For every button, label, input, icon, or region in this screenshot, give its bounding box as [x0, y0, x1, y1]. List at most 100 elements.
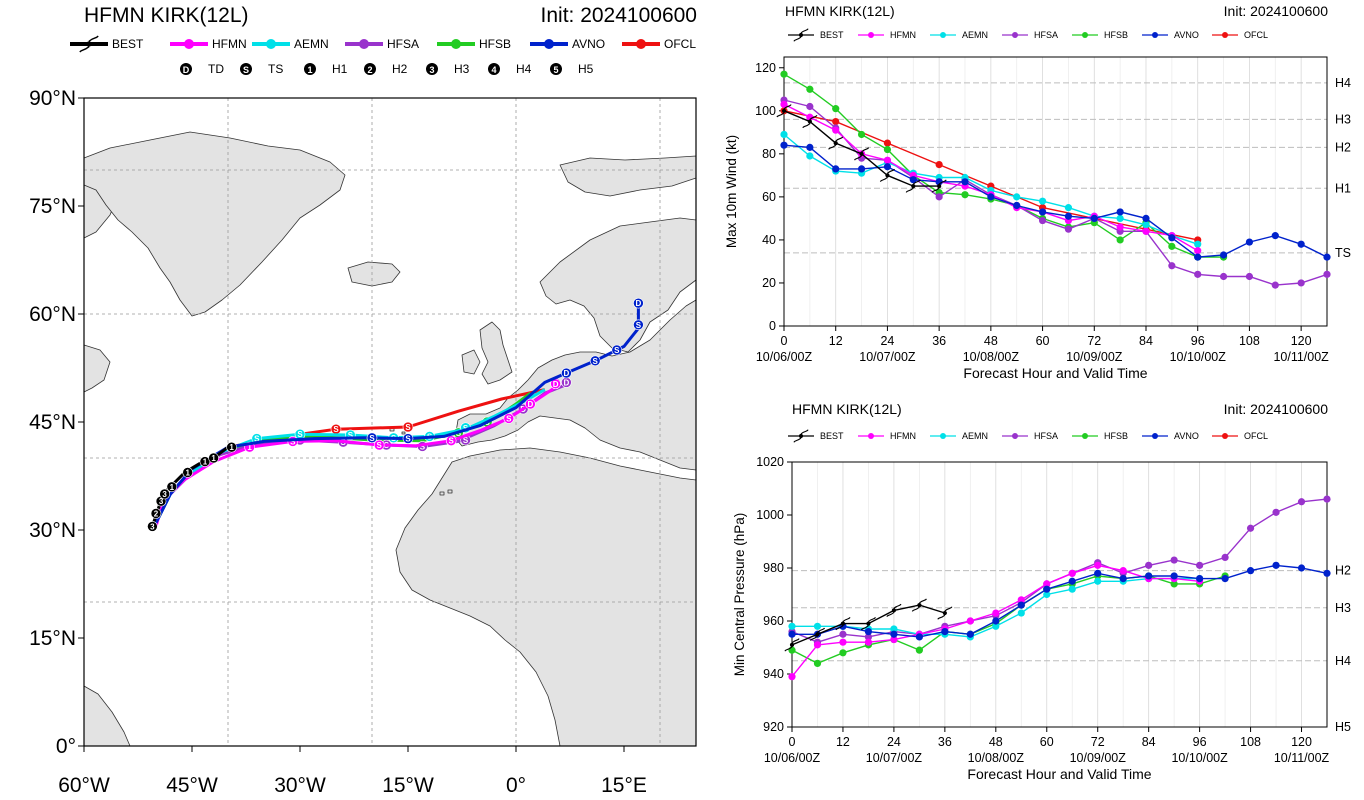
chart-legend-label: AVNO — [1174, 431, 1199, 441]
data-point — [832, 126, 840, 134]
data-point — [1094, 561, 1102, 569]
y-tick-label: 960 — [763, 614, 784, 628]
data-point — [883, 139, 892, 147]
data-point — [992, 609, 1000, 617]
x-date-label: 10/06/00Z — [764, 751, 821, 765]
data-point — [839, 649, 847, 657]
x-tick-label: 0 — [781, 334, 788, 348]
wind-chart-title: HFMN KIRK(12L) — [785, 3, 895, 19]
data-point — [1064, 225, 1073, 233]
y-tick-label: 1020 — [756, 455, 784, 469]
x-tick-label: 96 — [1191, 334, 1205, 348]
data-point — [780, 100, 788, 108]
category-reference-label: H2 — [1335, 140, 1351, 154]
best-track-hurricane-icon — [79, 35, 99, 53]
data-point — [780, 70, 788, 78]
data-point — [839, 630, 847, 638]
track-category-marker — [182, 467, 193, 478]
data-point — [864, 638, 873, 646]
data-point — [1038, 208, 1047, 216]
data-point — [883, 145, 892, 154]
data-point — [1116, 214, 1124, 222]
x-tick-label: 12 — [836, 735, 850, 749]
legend-marker-icon — [868, 32, 874, 38]
legend-marker-icon — [1082, 433, 1088, 439]
y-tick-label: 0 — [769, 319, 776, 333]
y-tick-label: 120 — [755, 61, 776, 75]
track-category-text: 1 — [203, 458, 208, 467]
legend-marker-icon — [266, 39, 276, 49]
data-point — [961, 191, 969, 199]
y-tick-label: 20 — [762, 276, 776, 290]
map-legend-item-aemn: AEMN — [252, 37, 329, 51]
data-point — [788, 622, 796, 630]
track-category-text: S — [506, 414, 512, 423]
ireland-land — [461, 349, 481, 375]
track-map-panel: HFMN KIRK(12L) Init: 2024100600 BEST HFMN… — [29, 4, 697, 797]
data-point — [1142, 227, 1150, 235]
category-symbol-icon — [550, 63, 562, 75]
data-point — [1017, 596, 1025, 604]
data-point — [832, 117, 840, 126]
map-init-label: Init: 2024100600 — [541, 4, 697, 27]
series-avno — [788, 561, 1331, 641]
data-point — [966, 617, 974, 625]
track-category-marker — [633, 297, 644, 309]
track-category-marker — [402, 433, 414, 444]
lon-tick-label: 45°W — [166, 774, 218, 797]
chart-legend-label: BEST — [820, 431, 844, 441]
legend-marker-icon — [940, 32, 946, 38]
track-category-text: 1 — [247, 443, 252, 452]
data-point — [1068, 577, 1076, 585]
canary-islands — [439, 489, 453, 496]
chart-legend-label: AVNO — [1174, 30, 1199, 40]
data-point — [1297, 279, 1305, 287]
wind-chart-panel: HFMN KIRK(12L) Init: 2024100600 BEST HFMN… — [724, 3, 1351, 381]
chart-legend-label: HFSB — [1104, 30, 1128, 40]
data-point — [839, 638, 847, 646]
data-point — [1323, 495, 1331, 503]
track-category-text: 1 — [229, 443, 234, 452]
legend-marker-icon — [544, 39, 554, 49]
x-date-label: 10/09/00Z — [1070, 751, 1127, 765]
map-axis-labels: 90°N 75°N 60°N 45°N 30°N 15°N 0° 60°W 45°W 30°W 15… — [29, 87, 647, 797]
chart-legend-item-hfmn: HFMN — [858, 431, 916, 441]
category-reference-label: H3 — [1335, 112, 1351, 126]
x-tick-label: 108 — [1240, 735, 1261, 749]
track-category-marker — [503, 413, 515, 424]
best-track-point-icon — [784, 638, 800, 652]
lon-tick-label: 15°W — [382, 774, 434, 797]
data-point — [1170, 556, 1178, 564]
forecast-tracks: SSSSSSSSSDDDSSSSSS1SSSSDDSSDSSSD32331111… — [147, 297, 644, 532]
track-category-text: 1 — [170, 483, 175, 492]
track-category-text: S — [463, 436, 469, 445]
series-hfsa — [780, 96, 1331, 289]
data-point — [806, 143, 814, 151]
map-legend-item-hfsa: HFSA — [345, 37, 419, 51]
data-point — [1013, 201, 1021, 210]
map-legend-item-hfsb: HFSB — [437, 37, 511, 51]
chart-legend-item-hfsb: HFSB — [1072, 431, 1128, 441]
data-point — [864, 628, 873, 636]
plot-frame — [791, 461, 1328, 728]
map-legend-item-avno: AVNO — [530, 37, 605, 51]
data-point — [1219, 251, 1228, 259]
map-legend-label: AVNO — [572, 37, 605, 51]
chart-legend-label: OFCL — [1244, 431, 1268, 441]
chart-legend-item-hfsb: HFSB — [1072, 30, 1128, 40]
category-symbol-icon — [240, 63, 252, 75]
y-axis-title: Max 10m Wind (kt) — [724, 135, 739, 248]
data-point — [1323, 270, 1331, 278]
track-category-text: 3 — [159, 497, 164, 506]
data-point — [1038, 197, 1047, 205]
data-point — [1119, 575, 1127, 583]
map-legend-item-hfmn: HFMN — [170, 37, 247, 51]
series-best — [784, 598, 953, 652]
data-point — [1068, 569, 1076, 577]
svalbard-land — [559, 155, 697, 197]
category-symbol-text: S — [243, 65, 249, 75]
data-point — [1168, 262, 1176, 270]
x-date-label: 10/10/00Z — [1170, 350, 1227, 364]
data-point — [1194, 240, 1202, 248]
pressure-chart-title: HFMN KIRK(12L) — [792, 401, 902, 417]
